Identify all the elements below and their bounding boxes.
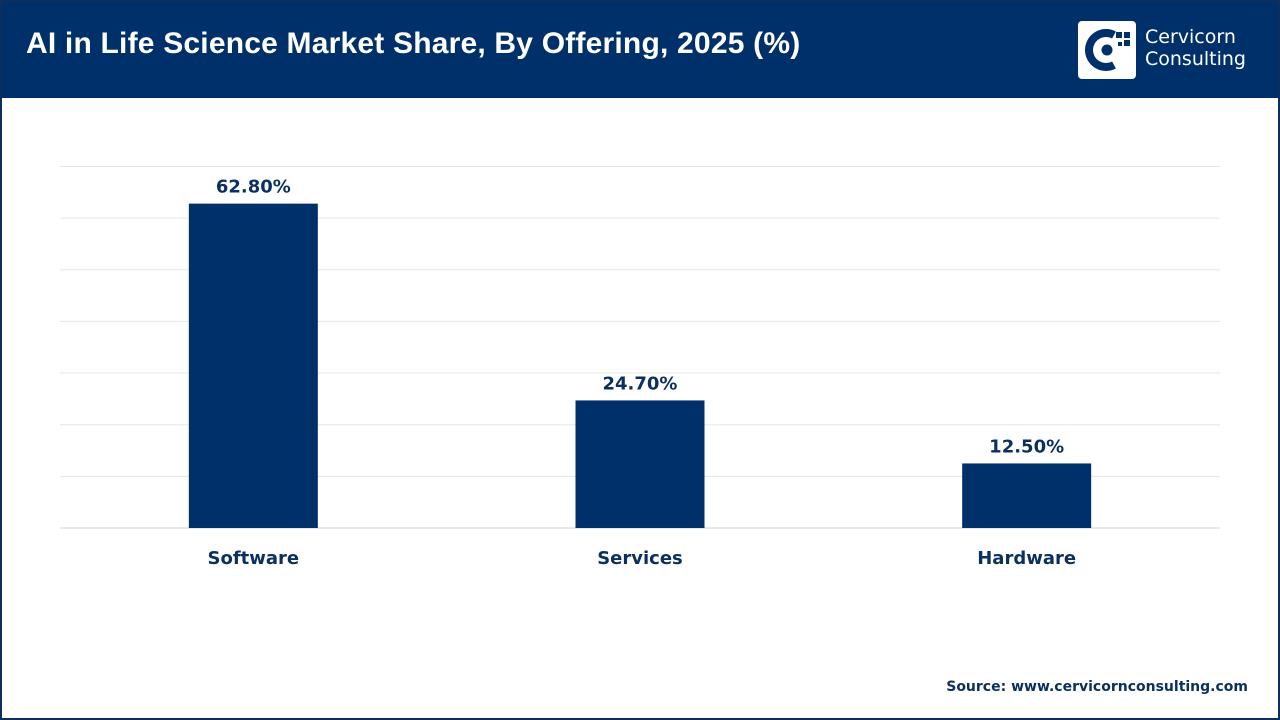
company-logo: Cervicorn Consulting	[1078, 20, 1263, 80]
cervicorn-logo-icon	[1078, 21, 1136, 79]
chart-bars	[188, 203, 1092, 528]
category-label-software: Software	[208, 548, 300, 569]
bar-hardware	[962, 463, 1092, 528]
category-label-services: Services	[597, 548, 683, 569]
category-label-hardware: Hardware	[977, 548, 1076, 569]
value-label-services: 24.70%	[603, 373, 678, 394]
chart-value-labels: 62.80% 24.70% 12.50%	[216, 177, 1064, 458]
logo-wordmark: Cervicorn Consulting	[1145, 26, 1246, 70]
logo-name-line2: Consulting	[1145, 48, 1246, 70]
source-note: Source: www.cervicornconsulting.com	[946, 679, 1248, 695]
bar-services	[575, 400, 705, 528]
chart-category-labels: Software Services Hardware	[208, 548, 1077, 569]
bar-software	[188, 203, 318, 528]
value-label-hardware: 12.50%	[989, 436, 1064, 457]
logo-name-line1: Cervicorn	[1145, 26, 1236, 48]
chart-title: AI in Life Science Market Share, By Offe…	[26, 27, 801, 60]
value-label-software: 62.80%	[216, 177, 291, 198]
header-banner: AI in Life Science Market Share, By Offe…	[2, 2, 1278, 98]
